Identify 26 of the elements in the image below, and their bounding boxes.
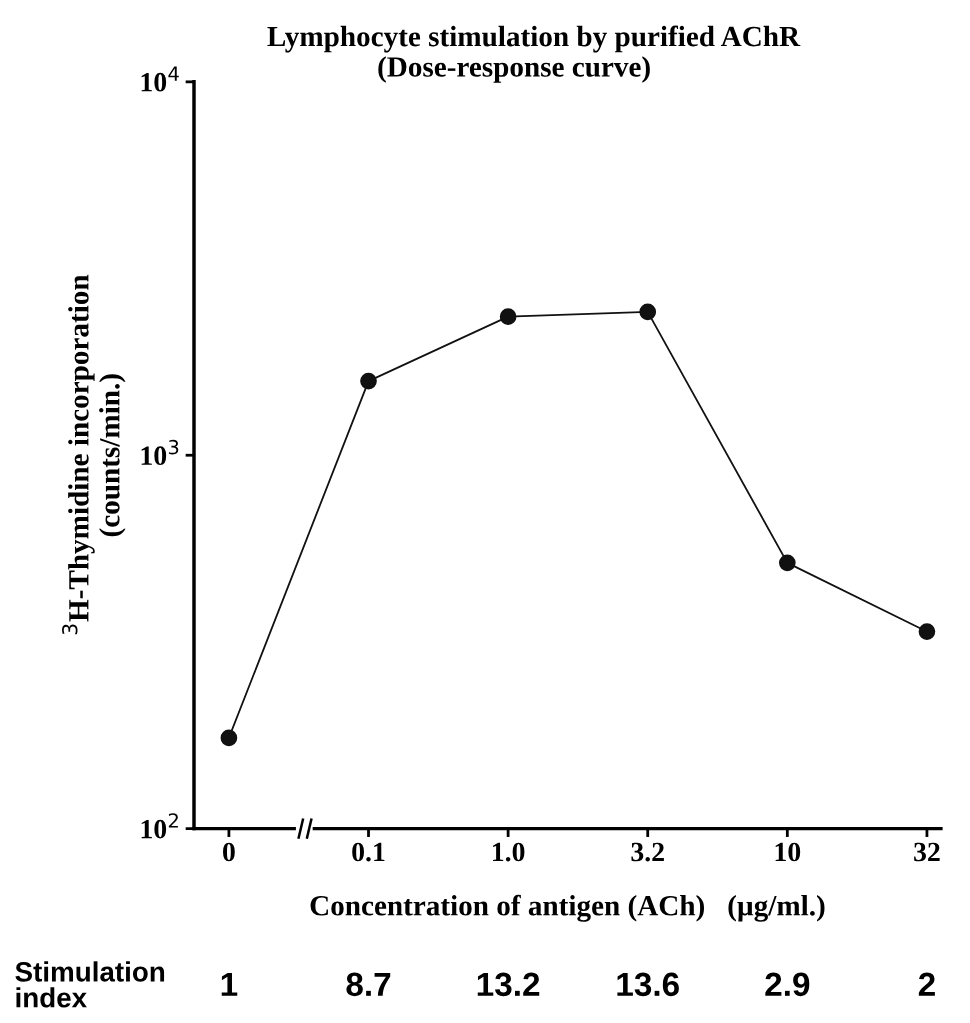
y-tick-label: 10$^{2}$ <box>141 813 178 839</box>
text: Stimulation index <box>15 961 165 1008</box>
text: 8.7 <box>346 972 391 997</box>
point <box>639 303 657 321</box>
point <box>778 554 796 572</box>
x-tick-label: 3.2 <box>631 842 664 862</box>
x-tick-label: 0 <box>223 842 235 862</box>
y-tick-label: 10$^{3}$ <box>141 439 179 466</box>
text: 2.9 <box>765 972 810 997</box>
y-tick-label: 10$^{4}$ <box>141 66 179 92</box>
x-tick-label: 0.1 <box>352 842 385 862</box>
x-axis-title: Concentration of antigen (ACh) (µg/ml.) <box>310 894 825 922</box>
chart-subtitle: (Dose-response curve) <box>378 56 650 83</box>
point <box>499 308 517 326</box>
y-axis-title: $^{3}$H-Thymidine incorporation (counts/min.) <box>62 274 126 635</box>
x-tick-label: 32 <box>914 842 940 862</box>
point <box>220 729 238 747</box>
text: 13.6 <box>617 972 679 997</box>
text: 2 <box>918 972 935 996</box>
x-tick-label: 1.0 <box>492 842 525 862</box>
text: 13.2 <box>477 972 540 997</box>
chart-title: Lymphocyte stimulation by purified AChR <box>267 25 801 53</box>
point <box>918 623 936 640</box>
x-tick-label: 10 <box>775 842 801 862</box>
point <box>360 372 377 390</box>
text: 1 <box>221 972 238 996</box>
